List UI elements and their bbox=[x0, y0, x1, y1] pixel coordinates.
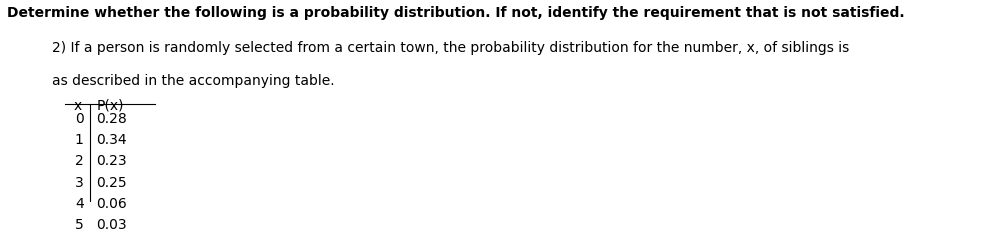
Text: 5: 5 bbox=[75, 218, 83, 231]
Text: 0.28: 0.28 bbox=[96, 112, 128, 125]
Text: x: x bbox=[74, 98, 82, 112]
Text: 0.25: 0.25 bbox=[96, 176, 127, 190]
Text: as described in the accompanying table.: as described in the accompanying table. bbox=[52, 74, 335, 88]
Text: Determine whether the following is a probability distribution. If not, identify : Determine whether the following is a pro… bbox=[7, 6, 904, 20]
Text: 0.23: 0.23 bbox=[96, 154, 127, 168]
Text: 3: 3 bbox=[75, 176, 83, 190]
Text: 0.34: 0.34 bbox=[96, 133, 127, 147]
Text: P(x): P(x) bbox=[96, 98, 124, 112]
Text: 2) If a person is randomly selected from a certain town, the probability distrib: 2) If a person is randomly selected from… bbox=[52, 41, 850, 55]
Text: 2: 2 bbox=[75, 154, 83, 168]
Text: 0: 0 bbox=[75, 112, 83, 125]
Text: 1: 1 bbox=[75, 133, 83, 147]
Text: 0.03: 0.03 bbox=[96, 218, 127, 231]
Text: 0.06: 0.06 bbox=[96, 197, 128, 211]
Text: 4: 4 bbox=[75, 197, 83, 211]
